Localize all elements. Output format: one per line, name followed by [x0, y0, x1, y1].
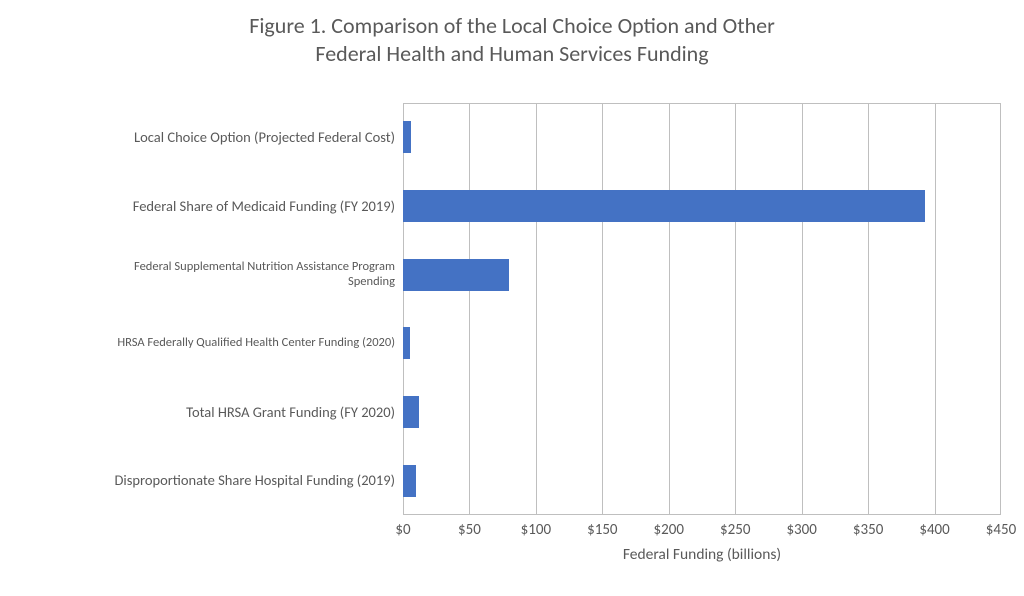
x-tick-label: $350: [853, 521, 883, 539]
chart-title-line1: Figure 1. Comparison of the Local Choice…: [0, 12, 1024, 40]
bar: [403, 327, 410, 359]
plot-area: Federal Funding (billions) $0$50$100$150…: [403, 103, 1001, 515]
gridline: [868, 103, 869, 515]
gridline: [935, 103, 936, 515]
x-tick-label: $100: [521, 521, 551, 539]
x-tick-label: $0: [395, 521, 410, 539]
x-tick-label: $400: [919, 521, 949, 539]
category-label: HRSA Federally Qualified Health Center F…: [3, 309, 403, 378]
plot-border: [403, 103, 1001, 515]
chart-title: Figure 1. Comparison of the Local Choice…: [0, 0, 1024, 67]
bar: [403, 465, 416, 497]
x-tick-label: $250: [720, 521, 750, 539]
chart-container: Figure 1. Comparison of the Local Choice…: [0, 0, 1024, 596]
x-tick-label: $300: [786, 521, 816, 539]
bar: [403, 259, 509, 291]
x-tick-label: $200: [654, 521, 684, 539]
gridline: [602, 103, 603, 515]
gridline: [669, 103, 670, 515]
x-tick-label: $50: [458, 521, 481, 539]
category-label: Total HRSA Grant Funding (FY 2020): [3, 378, 403, 447]
category-label: Disproportionate Share Hospital Funding …: [3, 446, 403, 515]
x-axis-title: Federal Funding (billions): [623, 545, 781, 564]
bar: [403, 121, 411, 153]
bar: [403, 190, 925, 222]
bar: [403, 396, 419, 428]
chart-title-line2: Federal Health and Human Services Fundin…: [0, 40, 1024, 68]
category-label: Federal Supplemental Nutrition Assistanc…: [3, 240, 403, 309]
category-label: Federal Share of Medicaid Funding (FY 20…: [3, 172, 403, 241]
x-tick-label: $150: [587, 521, 617, 539]
gridline: [536, 103, 537, 515]
gridline: [469, 103, 470, 515]
category-label: Local Choice Option (Projected Federal C…: [3, 103, 403, 172]
gridline: [802, 103, 803, 515]
x-tick-label: $450: [986, 521, 1016, 539]
gridline: [735, 103, 736, 515]
